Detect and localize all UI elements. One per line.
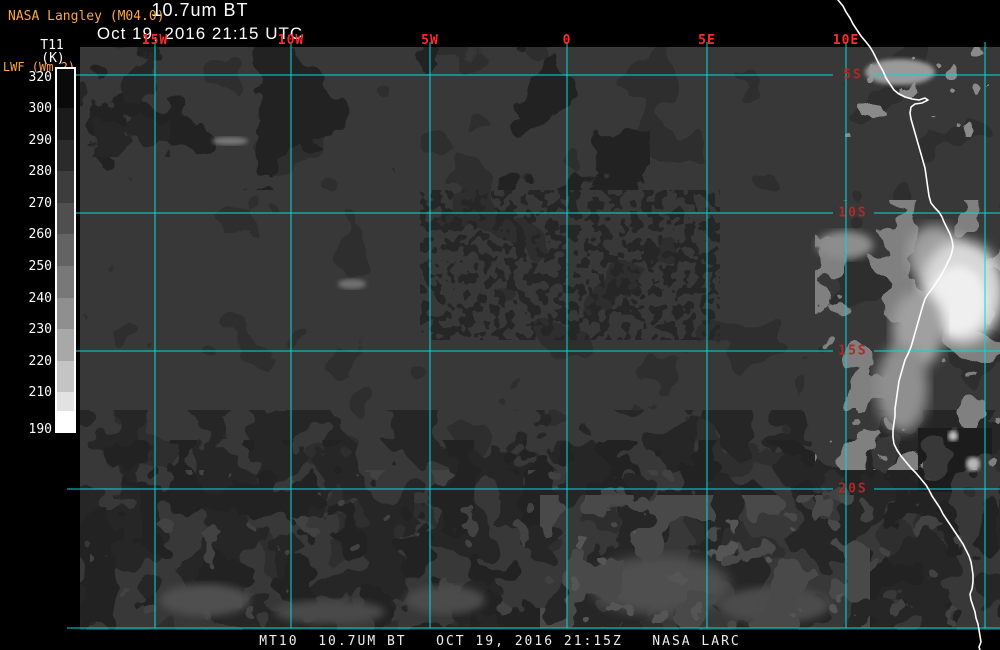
longitude-label: 5W <box>421 33 439 48</box>
latitude-label: 5S <box>843 67 863 83</box>
longitude-label: 15W <box>141 33 169 48</box>
latitude-label: 10S <box>838 205 868 221</box>
longitude-label: 10W <box>277 33 305 48</box>
colorbar-segment <box>57 140 74 171</box>
colorbar-tick-label: 230 <box>28 322 52 337</box>
colorbar-tick-label: 220 <box>28 354 52 369</box>
colorbar-segment <box>57 298 74 329</box>
latitude-label: 20S <box>838 481 868 497</box>
colorbar-segment <box>57 392 74 411</box>
coastline-path <box>837 0 982 650</box>
colorbar-tick-label: 320 <box>28 70 52 85</box>
colorbar-segment <box>57 329 74 361</box>
colorbar-tick-label: 290 <box>28 133 52 148</box>
colorbar-tick-label: 210 <box>28 385 52 400</box>
colorbar-segment <box>57 171 74 203</box>
longitude-label: 0 <box>562 33 572 48</box>
colorbar-segment <box>57 69 74 108</box>
credit-label: NASA Langley (M04.0) <box>8 9 165 24</box>
colorbar-tick-label: 300 <box>28 101 52 116</box>
colorbar-segment <box>57 108 74 140</box>
colorbar-title: T11 <box>40 38 64 53</box>
latitude-label: 15S <box>838 343 868 359</box>
grid-lines <box>67 42 1000 629</box>
colorbar-tick-label: 280 <box>28 164 52 179</box>
longitude-label: 5E <box>698 33 716 48</box>
longitude-label: 10E <box>832 33 860 48</box>
colorbar-gradient <box>55 67 76 433</box>
satellite-image-area <box>80 47 1000 630</box>
colorbar-segment <box>57 266 74 298</box>
colorbar-tick-label: 240 <box>28 291 52 306</box>
footer-caption: MT10 10.7UM BT OCT 19, 2016 21:15Z NASA … <box>259 634 741 649</box>
colorbar-units: (K) <box>41 51 65 66</box>
title-block: 10.7um BT Oct 19, 2016 21:15 UTC <box>0 0 400 44</box>
colorbar-tick-label: 270 <box>28 196 52 211</box>
colorbar-segment <box>57 203 74 234</box>
colorbar-segment <box>57 361 74 392</box>
colorbar-tick-label: 190 <box>28 422 52 437</box>
colorbar-segment <box>57 411 74 431</box>
colorbar-segment <box>57 234 74 266</box>
datetime-label: Oct 19, 2016 21:15 UTC <box>96 24 304 43</box>
colorbar-tick-label: 250 <box>28 259 52 274</box>
colorbar-tick-label: 260 <box>28 227 52 242</box>
page-title: 10.7um BT <box>151 0 249 20</box>
